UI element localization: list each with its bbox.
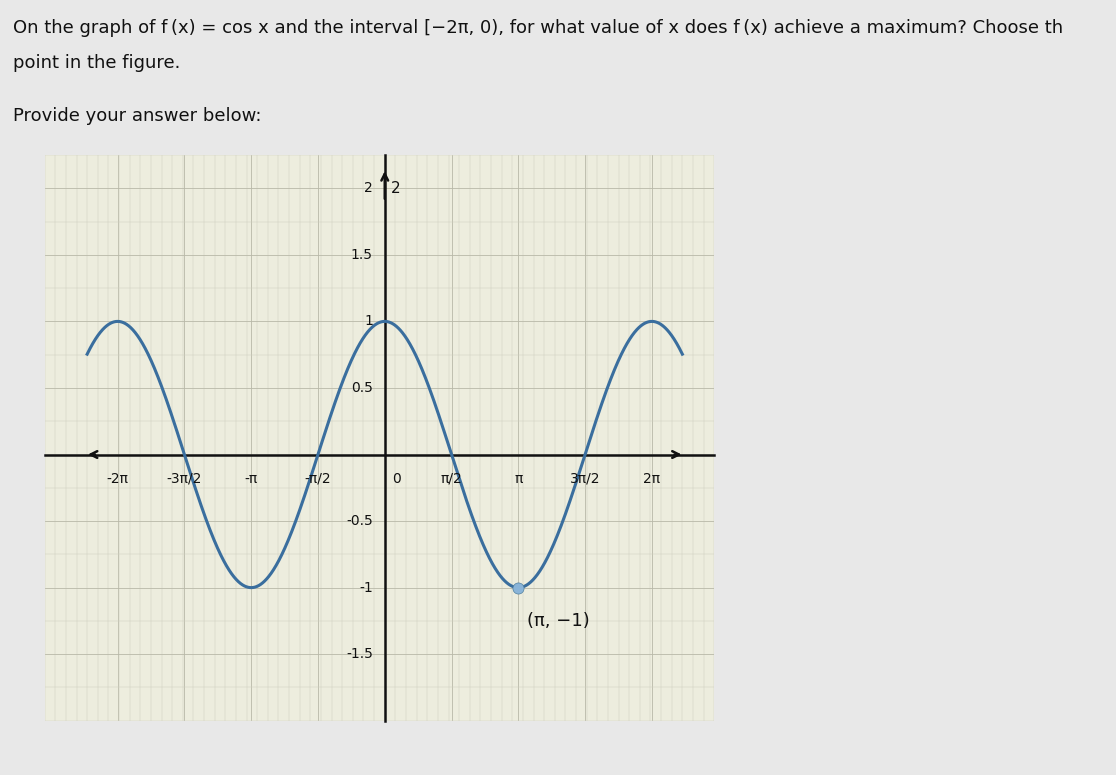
Text: On the graph of f (x) = cos x and the interval [−2π, 0), for what value of x doe: On the graph of f (x) = cos x and the in… — [13, 19, 1064, 37]
Text: -π: -π — [244, 472, 258, 486]
Text: -π/2: -π/2 — [305, 472, 331, 486]
Text: 0: 0 — [393, 472, 401, 486]
Text: -3π/2: -3π/2 — [166, 472, 202, 486]
Text: π: π — [514, 472, 522, 486]
Text: -2π: -2π — [107, 472, 128, 486]
Text: π/2: π/2 — [441, 472, 462, 486]
Text: 1.5: 1.5 — [350, 248, 373, 262]
Text: point in the figure.: point in the figure. — [13, 54, 181, 72]
Text: 3π/2: 3π/2 — [570, 472, 600, 486]
Text: 0.5: 0.5 — [350, 381, 373, 395]
Text: 2: 2 — [364, 181, 373, 195]
Text: (π, −1): (π, −1) — [527, 611, 589, 629]
Text: Provide your answer below:: Provide your answer below: — [13, 107, 262, 125]
Text: -0.5: -0.5 — [346, 514, 373, 528]
Text: 2π: 2π — [643, 472, 661, 486]
Text: -1.5: -1.5 — [346, 647, 373, 661]
Text: -1: -1 — [359, 580, 373, 594]
Text: 2: 2 — [391, 181, 401, 196]
Text: 1: 1 — [364, 315, 373, 329]
